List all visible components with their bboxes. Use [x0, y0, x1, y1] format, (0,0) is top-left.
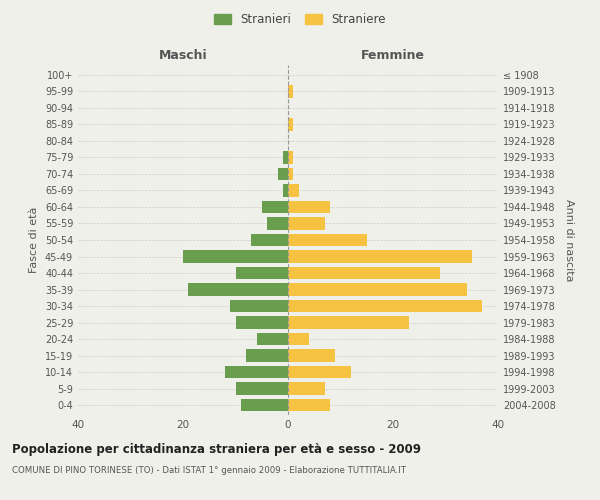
Bar — [267, 218, 288, 230]
Bar — [235, 316, 288, 328]
Y-axis label: Fasce di età: Fasce di età — [29, 207, 39, 273]
Bar — [246, 350, 288, 362]
Bar — [183, 250, 288, 262]
Bar — [288, 382, 325, 395]
Bar — [262, 201, 288, 213]
Bar — [288, 333, 309, 345]
Bar — [288, 152, 293, 164]
Y-axis label: Anni di nascita: Anni di nascita — [564, 198, 574, 281]
Bar — [288, 399, 330, 411]
Bar — [241, 399, 288, 411]
Bar — [288, 350, 335, 362]
Bar — [235, 382, 288, 395]
Text: Femmine: Femmine — [361, 48, 425, 62]
Bar — [288, 300, 482, 312]
Bar — [288, 316, 409, 328]
Bar — [277, 168, 288, 180]
Bar — [288, 184, 299, 196]
Bar — [288, 218, 325, 230]
Bar — [257, 333, 288, 345]
Bar — [288, 168, 293, 180]
Bar — [251, 234, 288, 246]
Bar — [288, 85, 293, 98]
Bar — [188, 284, 288, 296]
Bar — [288, 366, 351, 378]
Bar — [283, 152, 288, 164]
Bar — [288, 201, 330, 213]
Bar — [288, 234, 367, 246]
Bar — [283, 184, 288, 196]
Bar — [288, 284, 467, 296]
Text: Maschi: Maschi — [158, 48, 208, 62]
Legend: Stranieri, Straniere: Stranieri, Straniere — [209, 8, 391, 31]
Bar — [225, 366, 288, 378]
Bar — [235, 267, 288, 279]
Bar — [288, 250, 472, 262]
Text: Popolazione per cittadinanza straniera per età e sesso - 2009: Popolazione per cittadinanza straniera p… — [12, 442, 421, 456]
Text: COMUNE DI PINO TORINESE (TO) - Dati ISTAT 1° gennaio 2009 - Elaborazione TUTTITA: COMUNE DI PINO TORINESE (TO) - Dati ISTA… — [12, 466, 406, 475]
Bar — [230, 300, 288, 312]
Bar — [288, 267, 440, 279]
Bar — [288, 118, 293, 130]
